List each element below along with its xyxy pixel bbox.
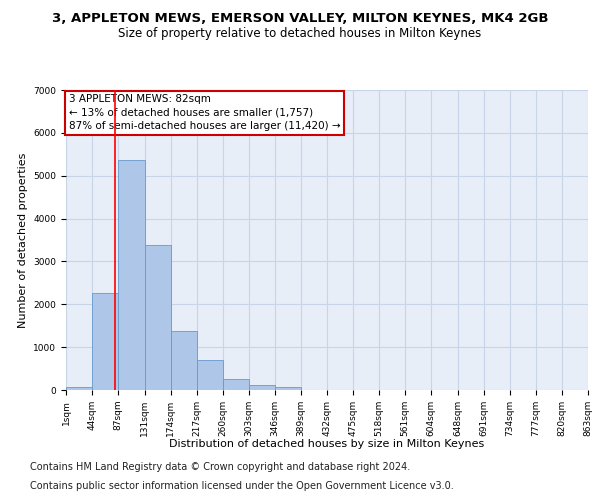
Bar — [249, 385, 275, 390]
Bar — [275, 388, 301, 390]
Bar — [92, 292, 118, 390]
Text: Size of property relative to detached houses in Milton Keynes: Size of property relative to detached ho… — [118, 28, 482, 40]
Y-axis label: Number of detached properties: Number of detached properties — [18, 152, 28, 328]
Text: Contains public sector information licensed under the Open Government Licence v3: Contains public sector information licen… — [30, 481, 454, 491]
X-axis label: Distribution of detached houses by size in Milton Keynes: Distribution of detached houses by size … — [169, 439, 485, 449]
Text: 3, APPLETON MEWS, EMERSON VALLEY, MILTON KEYNES, MK4 2GB: 3, APPLETON MEWS, EMERSON VALLEY, MILTON… — [52, 12, 548, 26]
Text: Contains HM Land Registry data © Crown copyright and database right 2024.: Contains HM Land Registry data © Crown c… — [30, 462, 410, 472]
Text: 3 APPLETON MEWS: 82sqm
← 13% of detached houses are smaller (1,757)
87% of semi-: 3 APPLETON MEWS: 82sqm ← 13% of detached… — [68, 94, 340, 131]
Bar — [223, 380, 249, 390]
Bar — [66, 388, 92, 390]
Bar — [171, 331, 197, 390]
Bar — [197, 360, 223, 390]
Bar — [118, 160, 145, 390]
Bar — [145, 245, 171, 390]
